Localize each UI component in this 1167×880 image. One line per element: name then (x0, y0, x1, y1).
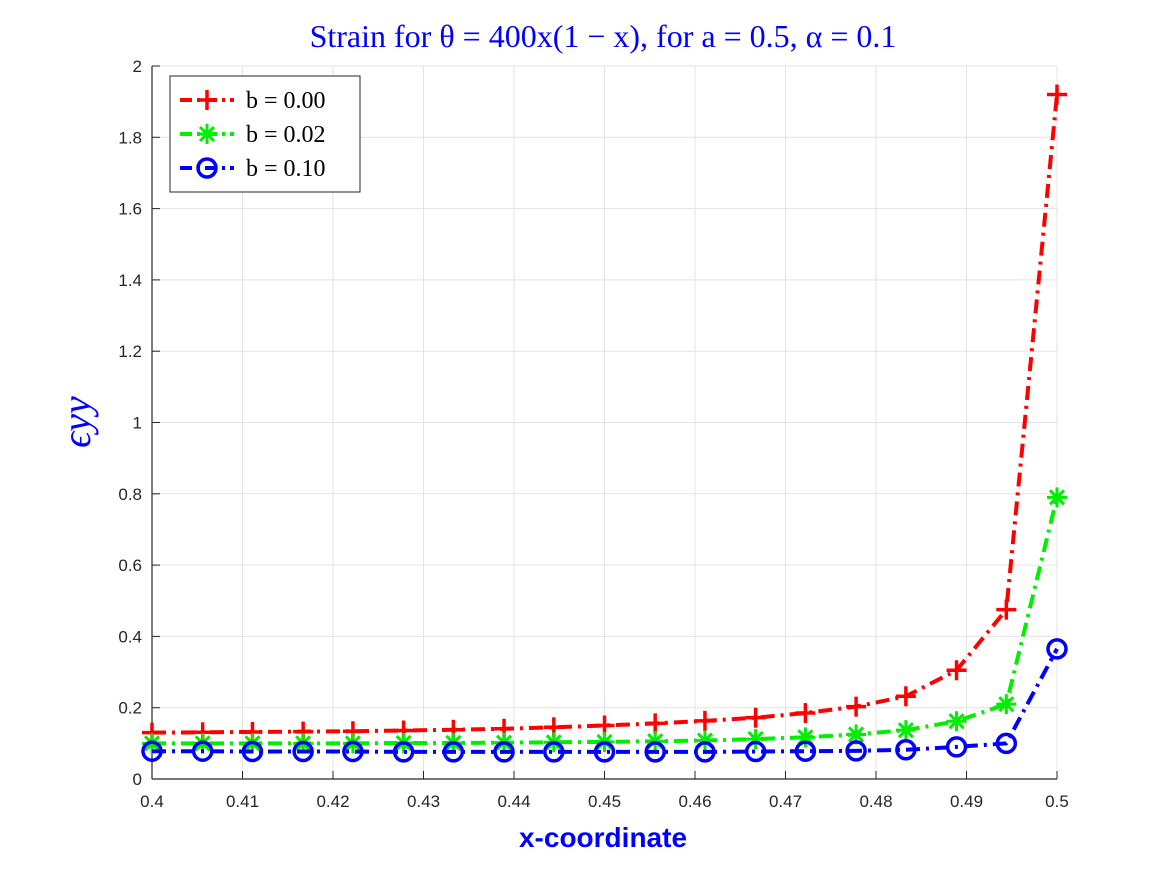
data-point (795, 703, 816, 724)
data-point (895, 720, 916, 741)
data-point (996, 599, 1017, 620)
y-tick-label: 0.8 (118, 485, 142, 504)
y-tick-label: 0.6 (118, 556, 142, 575)
data-point (241, 740, 264, 763)
series-line (152, 647, 1059, 754)
data-point (996, 694, 1017, 715)
data-point (946, 660, 967, 681)
data-point (694, 710, 715, 731)
data-point (543, 741, 565, 763)
series-3 (141, 638, 1068, 763)
data-point (593, 741, 616, 763)
data-point (342, 740, 364, 763)
data-point (946, 711, 967, 732)
y-tick-label: 2 (133, 57, 142, 76)
legend-marker (197, 90, 217, 110)
legend-label: b = 0.10 (246, 156, 326, 182)
data-point (845, 740, 867, 762)
tick-labels: 0.4 0.41 0.42 0.43 0.44 0.45 0.46 0.47 0.48 0.49 0… (118, 57, 1068, 811)
data-point (895, 686, 916, 707)
data-point (846, 696, 867, 717)
data-point (644, 741, 666, 763)
y-tick-label: 0.4 (118, 627, 142, 646)
x-tick-label: 0.46 (678, 792, 711, 811)
data-point (493, 741, 515, 763)
x-tick-label: 0.4 (140, 792, 164, 811)
data-point (945, 736, 968, 758)
data-point (745, 707, 766, 728)
data-point (1047, 487, 1067, 508)
data-point (895, 739, 917, 761)
data-series (141, 84, 1068, 763)
legend-label: b = 0.02 (246, 122, 326, 148)
data-point (645, 713, 666, 734)
axes (151, 65, 1058, 780)
y-tick-label: 1.6 (118, 200, 142, 219)
chart-title: Strain for θ = 400x(1 − x), for a = 0.5,… (310, 18, 897, 54)
data-point (141, 740, 163, 762)
data-point (1047, 84, 1067, 105)
legend: b = 0.00 b = 0.02 b = 0.10 (169, 75, 361, 193)
y-tick-label: 1.4 (118, 271, 142, 290)
x-tick-label: 0.41 (226, 792, 259, 811)
data-point (794, 740, 817, 762)
x-tick-label: 0.47 (769, 792, 802, 811)
legend-marker (196, 157, 218, 179)
data-point (694, 741, 716, 763)
data-point (442, 741, 465, 763)
x-tick-label: 0.44 (497, 792, 530, 811)
x-tick-label: 0.43 (407, 792, 440, 811)
data-point (1046, 638, 1068, 660)
legend-label: b = 0.00 (246, 88, 326, 114)
data-point (744, 740, 767, 763)
x-tick-label: 0.5 (1045, 792, 1069, 811)
data-point (191, 740, 214, 762)
data-point (392, 741, 415, 763)
y-tick-label: 1 (133, 414, 142, 433)
x-tick-label: 0.48 (859, 792, 892, 811)
legend-entry: b = 0.00 (180, 88, 326, 114)
legend-marker (197, 124, 217, 144)
x-tick-label: 0.42 (316, 792, 349, 811)
data-point (292, 740, 314, 763)
data-point (995, 732, 1018, 755)
x-tick-label: 0.49 (950, 792, 983, 811)
x-tick-label: 0.45 (588, 792, 621, 811)
y-tick-label: 1.8 (118, 128, 142, 147)
y-tick-label: 0.2 (118, 699, 142, 718)
y-tick-label: 1.2 (118, 342, 142, 361)
y-axis-label: ϵyy (54, 396, 99, 448)
legend-entry: b = 0.10 (180, 156, 326, 182)
x-axis-label: x-coordinate (519, 822, 687, 853)
y-tick-label: 0 (133, 770, 142, 789)
legend-entry: b = 0.02 (180, 122, 326, 148)
